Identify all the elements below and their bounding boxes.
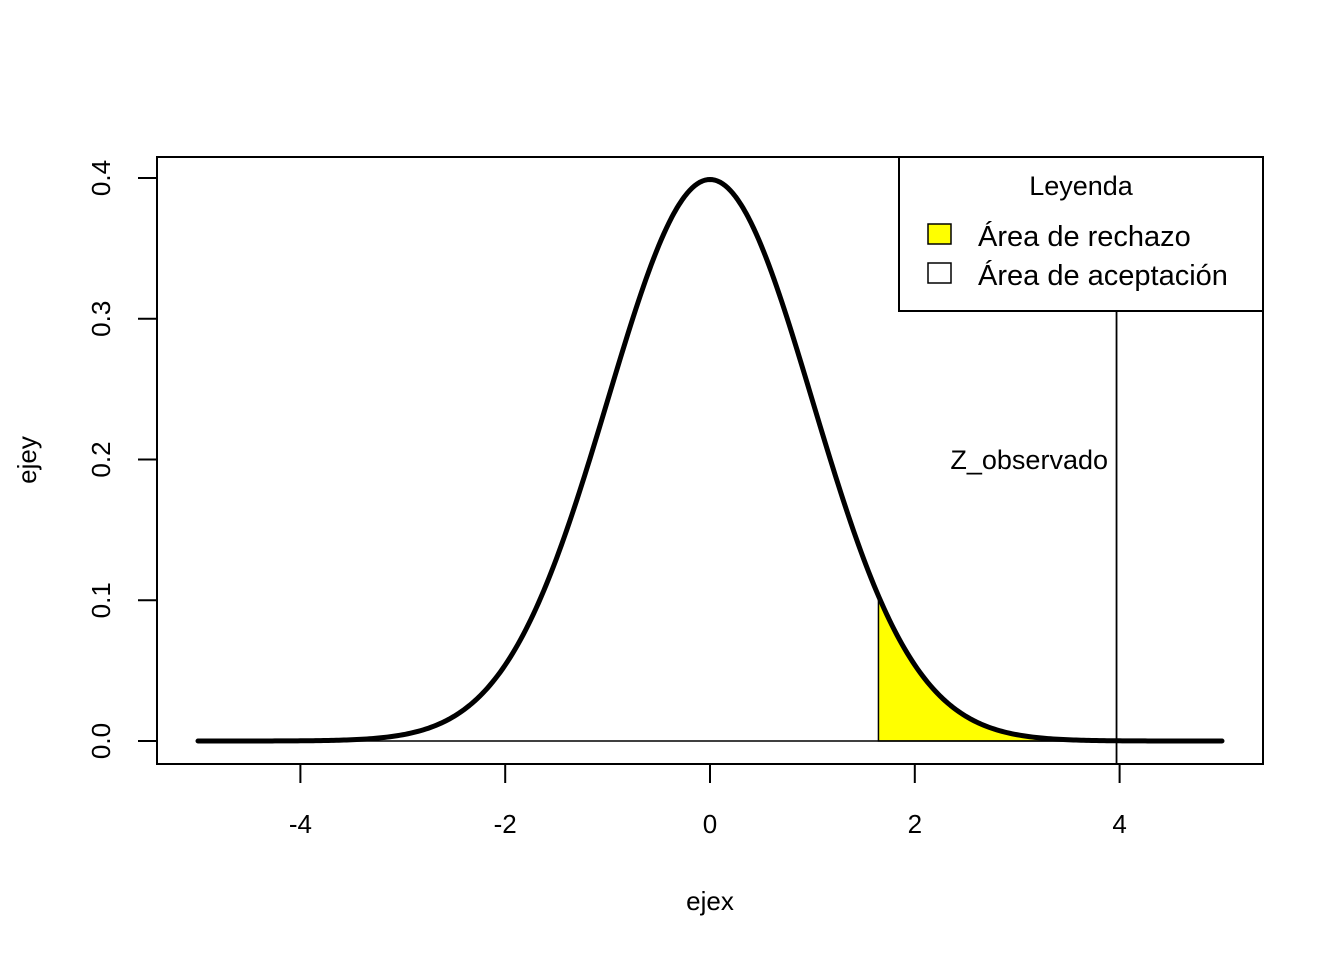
chart-marks: [195, 176, 1225, 764]
legend-swatch-aceptacion: [927, 262, 952, 284]
x-tick-label: 2: [908, 809, 922, 839]
z-observado-label: Z_observado: [950, 445, 1108, 475]
legend-box: [898, 156, 1264, 312]
x-axis-title: ejex: [686, 886, 734, 916]
y-tick-label: 0.2: [86, 441, 116, 477]
legend-title: Leyenda: [1029, 171, 1134, 201]
legend-swatch-rechazo: [927, 223, 952, 245]
x-tick-label: -4: [289, 809, 312, 839]
x-tick-label: 0: [703, 809, 717, 839]
y-tick-label: 0.4: [86, 160, 116, 196]
legend-label-rechazo: Área de rechazo: [978, 220, 1191, 253]
x-axis: -4 -2 0 2 4: [289, 763, 1127, 839]
y-tick-label: 0.3: [86, 301, 116, 337]
y-axis: 0.0 0.1 0.2 0.3 0.4: [86, 160, 158, 759]
legend: Leyenda Área de rechazo Área de aceptaci…: [898, 156, 1264, 312]
y-tick-label: 0.0: [86, 723, 116, 759]
legend-label-aceptacion: Área de aceptación: [978, 259, 1228, 292]
y-tick-label: 0.1: [86, 582, 116, 618]
x-tick-label: -2: [494, 809, 517, 839]
density-curve: [195, 176, 1225, 744]
rejection-area: [877, 595, 1222, 742]
y-axis-title: ejey: [12, 436, 42, 484]
x-tick-label: 4: [1112, 809, 1126, 839]
